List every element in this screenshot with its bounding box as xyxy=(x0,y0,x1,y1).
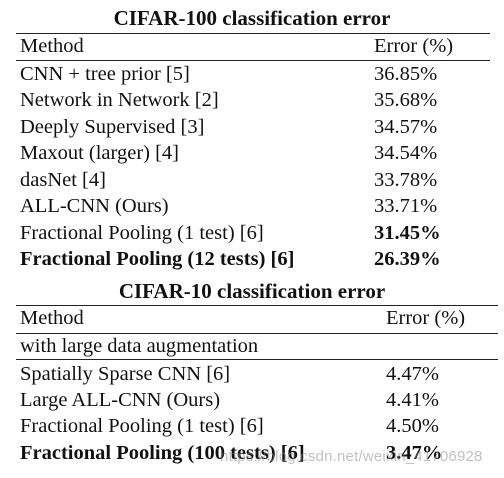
method-cell: dasNet [4] xyxy=(20,169,106,191)
error-cell: 34.54% xyxy=(374,142,438,164)
error-cell: 4.41% xyxy=(386,389,439,411)
error-cell: 33.78% xyxy=(374,169,438,191)
table2-title: CIFAR-10 classification error xyxy=(118,279,386,303)
table2-header-error: Error (%) xyxy=(386,307,466,329)
error-cell: 36.85% xyxy=(374,63,438,85)
method-cell: Maxout (larger) [4] xyxy=(20,142,180,164)
error-cell: 26.39% xyxy=(374,248,441,270)
method-cell: ALL-CNN (Ours) xyxy=(20,195,169,217)
method-cell: Large ALL-CNN (Ours) xyxy=(20,389,221,411)
table1-header-method: Method xyxy=(20,35,84,57)
method-cell: CNN + tree prior [5] xyxy=(20,63,190,85)
group-label: with large data augmentation xyxy=(20,335,259,357)
error-cell: 4.47% xyxy=(386,363,439,385)
method-cell: Deeply Supervised [3] xyxy=(20,116,205,138)
table2-top-rule xyxy=(16,305,498,306)
table1-title: CIFAR-100 classification error xyxy=(113,6,391,30)
error-cell: 33.71% xyxy=(374,195,438,217)
method-cell: Spatially Sparse CNN [6] xyxy=(20,363,231,385)
table1-header-rule xyxy=(16,60,490,61)
method-cell: Fractional Pooling (1 test) [6] xyxy=(20,415,264,437)
method-cell: Fractional Pooling (12 tests) [6] xyxy=(20,248,295,270)
watermark: https://blog.csdn.net/weixin_41706928 xyxy=(220,448,483,465)
table2-header-rule xyxy=(16,333,498,334)
error-cell: 31.45% xyxy=(374,222,441,244)
error-cell: 34.57% xyxy=(374,116,438,138)
table2-group-rule xyxy=(16,359,498,360)
method-cell: Network in Network [2] xyxy=(20,89,219,111)
error-cell: 4.50% xyxy=(386,415,439,437)
table1-header-error: Error (%) xyxy=(374,35,454,57)
error-cell: 3.47% xyxy=(386,442,443,464)
method-cell: Fractional Pooling (1 test) [6] xyxy=(20,222,264,244)
table1-top-rule xyxy=(16,33,490,34)
table2-header-method: Method xyxy=(20,307,84,329)
method-cell: Fractional Pooling (100 tests) [6] xyxy=(20,442,305,464)
error-cell: 35.68% xyxy=(374,89,438,111)
